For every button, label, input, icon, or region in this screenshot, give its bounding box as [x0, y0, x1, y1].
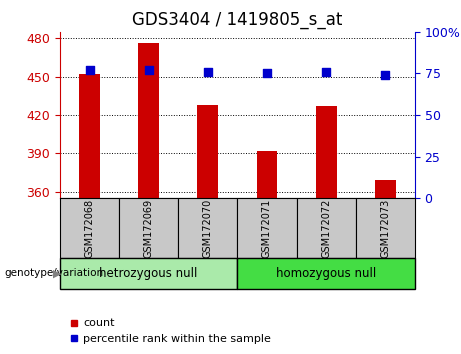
Text: GSM172072: GSM172072: [321, 199, 331, 258]
Bar: [296, 198, 356, 258]
Text: GSM172068: GSM172068: [84, 199, 95, 258]
Text: GSM172073: GSM172073: [380, 199, 390, 258]
Bar: [60, 198, 119, 258]
Text: GSM172069: GSM172069: [144, 199, 154, 258]
Bar: [138, 44, 159, 198]
Bar: [257, 151, 278, 198]
Text: genotype/variation: genotype/variation: [5, 268, 104, 278]
Bar: [356, 198, 415, 258]
Text: homozygous null: homozygous null: [276, 267, 376, 280]
Point: [263, 71, 271, 76]
Bar: [60, 258, 237, 289]
Bar: [237, 258, 415, 289]
Point: [204, 69, 212, 75]
Bar: [316, 106, 337, 198]
Point: [382, 72, 389, 78]
Bar: [375, 180, 396, 198]
Bar: [197, 105, 218, 198]
Point: [86, 67, 93, 73]
Text: GSM172071: GSM172071: [262, 199, 272, 258]
Point: [145, 67, 152, 73]
Title: GDS3404 / 1419805_s_at: GDS3404 / 1419805_s_at: [132, 11, 343, 29]
Text: ▶: ▶: [53, 268, 61, 278]
Point: [322, 69, 330, 75]
Bar: [237, 198, 296, 258]
Bar: [79, 74, 100, 198]
Text: GSM172070: GSM172070: [203, 199, 213, 258]
Text: hetrozygous null: hetrozygous null: [100, 267, 198, 280]
Bar: [178, 198, 237, 258]
Bar: [119, 198, 178, 258]
Legend: count, percentile rank within the sample: count, percentile rank within the sample: [65, 314, 276, 348]
